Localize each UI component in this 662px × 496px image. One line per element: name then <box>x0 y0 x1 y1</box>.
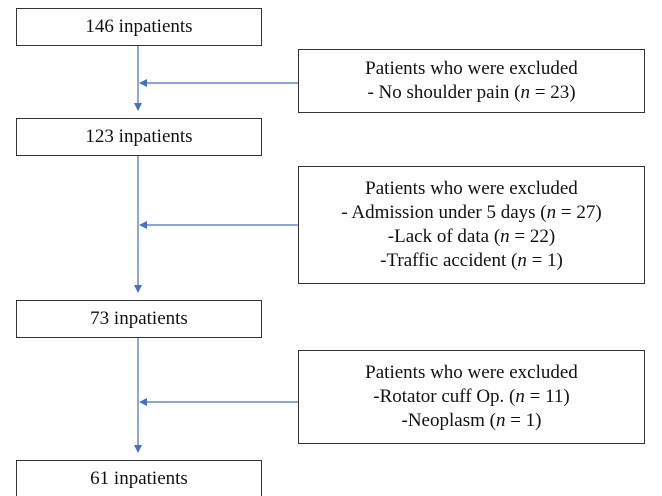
exclusion-box: Patients who were excluded - Admission u… <box>298 166 645 284</box>
exclusion-item: -Neoplasm (n = 1) <box>401 410 542 431</box>
stage-label: 123 inpatients <box>85 126 193 147</box>
exclusion-title: Patients who were excluded <box>365 362 578 383</box>
stage-box: 61 inpatients <box>16 460 262 496</box>
stage-label: 146 inpatients <box>85 16 193 37</box>
exclusion-item: - Admission under 5 days (n = 27) <box>341 202 602 223</box>
exclusion-item: -Rotator cuff Op. (n = 11) <box>373 386 570 407</box>
stage-box: 73 inpatients <box>16 300 262 338</box>
stage-box: 123 inpatients <box>16 118 262 156</box>
exclusion-title: Patients who were excluded <box>365 178 578 199</box>
stage-label: 61 inpatients <box>90 467 188 489</box>
exclusion-box: Patients who were excluded - No shoulder… <box>298 49 645 113</box>
exclusion-item: -Traffic accident (n = 1) <box>380 250 563 271</box>
exclusion-item: -Lack of data (n = 22) <box>387 226 556 247</box>
stage-label: 73 inpatients <box>90 308 188 329</box>
exclusion-box: Patients who were excluded -Rotator cuff… <box>298 350 645 444</box>
exclusion-item: - No shoulder pain (n = 23) <box>367 82 576 103</box>
exclusion-title: Patients who were excluded <box>365 58 578 79</box>
stage-box: 146 inpatients <box>16 8 262 46</box>
